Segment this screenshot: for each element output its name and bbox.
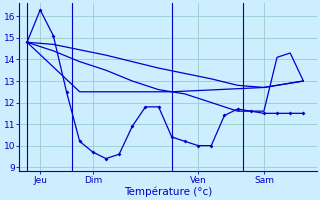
X-axis label: Température (°c): Température (°c) [124, 186, 212, 197]
